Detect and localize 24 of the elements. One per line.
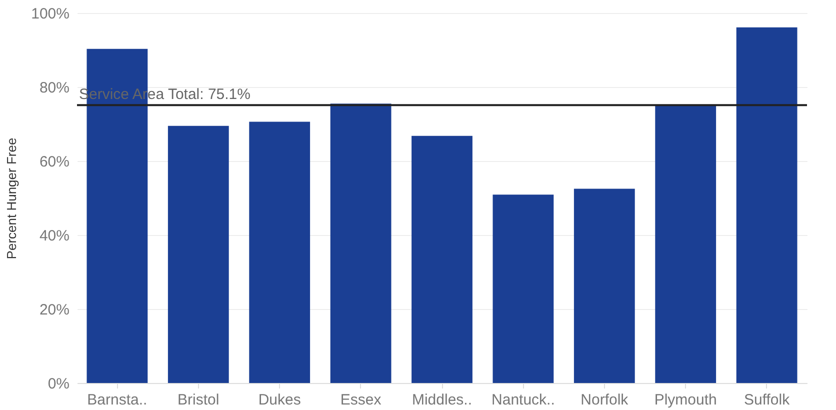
bar [492, 194, 554, 383]
bar [168, 126, 229, 383]
x-tick-label: Dukes [258, 392, 301, 408]
y-tick-label: 80% [39, 80, 70, 96]
bar [330, 104, 392, 383]
x-tick-label: Suffolk [744, 392, 790, 408]
bar [249, 122, 310, 383]
x-tick-label: Norfolk [580, 392, 629, 408]
y-tick-label: 100% [31, 6, 70, 22]
x-tick-label: Barnsta.. [87, 392, 148, 408]
y-tick-label: 60% [39, 154, 70, 170]
y-tick-label: 20% [39, 302, 70, 318]
x-tick-label: Bristol [178, 392, 220, 408]
bar [412, 136, 472, 383]
bar [574, 188, 635, 383]
x-tick-label: Middles.. [412, 392, 472, 408]
bar [736, 27, 798, 383]
y-tick-label: 0% [48, 376, 70, 392]
x-tick-label: Plymouth [654, 392, 717, 408]
x-tick-label: Nantuck.. [492, 392, 555, 408]
y-axis-title: Percent Hunger Free [4, 138, 20, 260]
x-tick-label: Essex [340, 392, 382, 408]
y-tick-label: 40% [39, 228, 70, 244]
bar [655, 104, 716, 383]
